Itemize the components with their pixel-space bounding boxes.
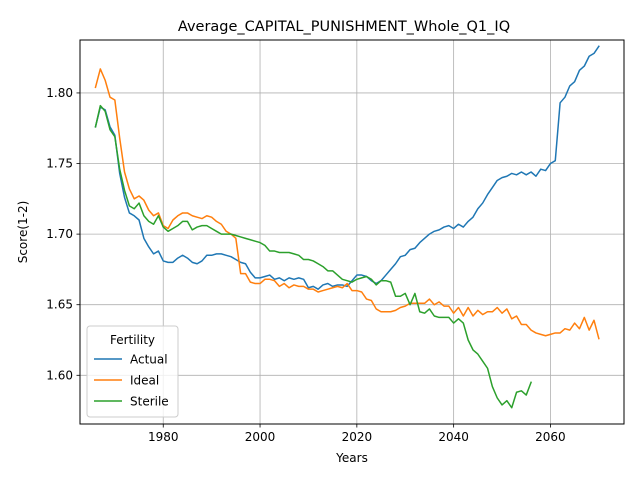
series-lines <box>94 45 600 409</box>
y-axis-label: Score(1-2) <box>16 201 30 264</box>
axis-ticks: 1980 2000 2020 2040 2060 1.60 1.65 1.70 1.75 1.80 <box>46 86 565 444</box>
chart-title: Average_CAPITAL_PUNISHMENT_Whole_Q1_IQ <box>178 19 510 35</box>
x-tick-label: 1980 <box>148 430 179 444</box>
x-tick-label: 2020 <box>342 430 373 444</box>
y-tick-label: 1.70 <box>46 227 73 241</box>
y-tick-label: 1.75 <box>46 157 73 171</box>
y-tick-label: 1.60 <box>46 368 73 382</box>
x-axis-label: Years <box>335 451 368 465</box>
legend-label-sterile: Sterile <box>130 395 169 409</box>
legend-title: Fertility <box>110 333 155 347</box>
x-tick-label: 2060 <box>535 430 566 444</box>
plot-frame <box>79 39 625 425</box>
series-line-sterile <box>94 104 533 409</box>
y-tick-label: 1.65 <box>46 298 73 312</box>
legend: Fertility Actual Ideal Sterile <box>86 325 179 418</box>
legend-box <box>86 325 179 418</box>
series-line-ideal <box>94 68 600 340</box>
x-tick-label: 2000 <box>245 430 276 444</box>
y-tick-label: 1.80 <box>46 86 73 100</box>
legend-label-ideal: Ideal <box>130 374 159 388</box>
legend-label-actual: Actual <box>130 353 168 367</box>
series-line-actual <box>94 45 600 290</box>
x-tick-label: 2040 <box>438 430 469 444</box>
